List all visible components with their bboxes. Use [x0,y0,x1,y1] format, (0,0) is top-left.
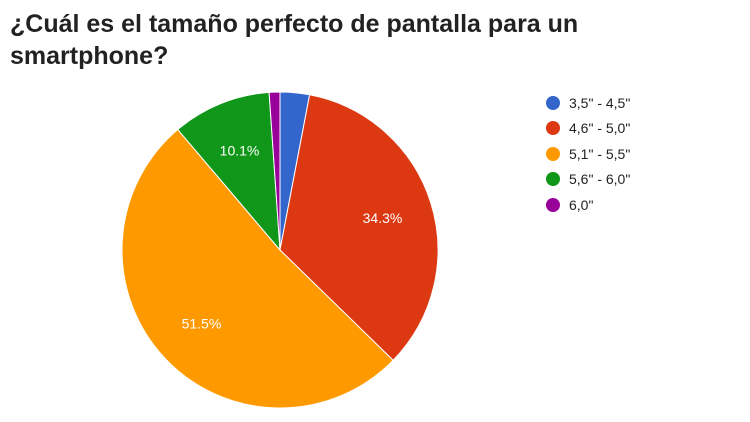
legend: 3,5" - 4,5" 4,6" - 5,0" 5,1" - 5,5" 5,6" - … [546,90,630,218]
pie-slice [121,128,394,409]
legend-item: 6,0" [546,192,630,218]
legend-item: 3,5" - 4,5" [546,90,630,116]
slice-data-label: 10.1% [220,142,260,158]
pie-slice [268,91,281,251]
legend-swatch [546,197,560,212]
chart-title: ¿Cuál es el tamaño perfecto de pantalla … [10,10,579,70]
legend-swatch [546,146,560,161]
legend-item: 5,1" - 5,5" [546,141,630,167]
legend-label: 6,0" [569,196,594,213]
legend-label: 3,5" - 4,5" [569,94,631,111]
slice-data-label: 34.3% [363,210,403,226]
legend-item: 5,6" - 6,0" [546,167,630,193]
legend-label: 5,1" - 5,5" [569,145,631,162]
legend-item: 4,6" - 5,0" [546,116,630,142]
legend-swatch [546,95,560,110]
legend-label: 4,6" - 5,0" [569,120,631,137]
slice-data-label: 51.5% [182,315,222,331]
legend-swatch [546,172,560,187]
pie-slice [279,94,439,362]
pie-slice [177,91,281,252]
legend-label: 5,6" - 6,0" [569,171,631,188]
legend-swatch [546,121,560,136]
